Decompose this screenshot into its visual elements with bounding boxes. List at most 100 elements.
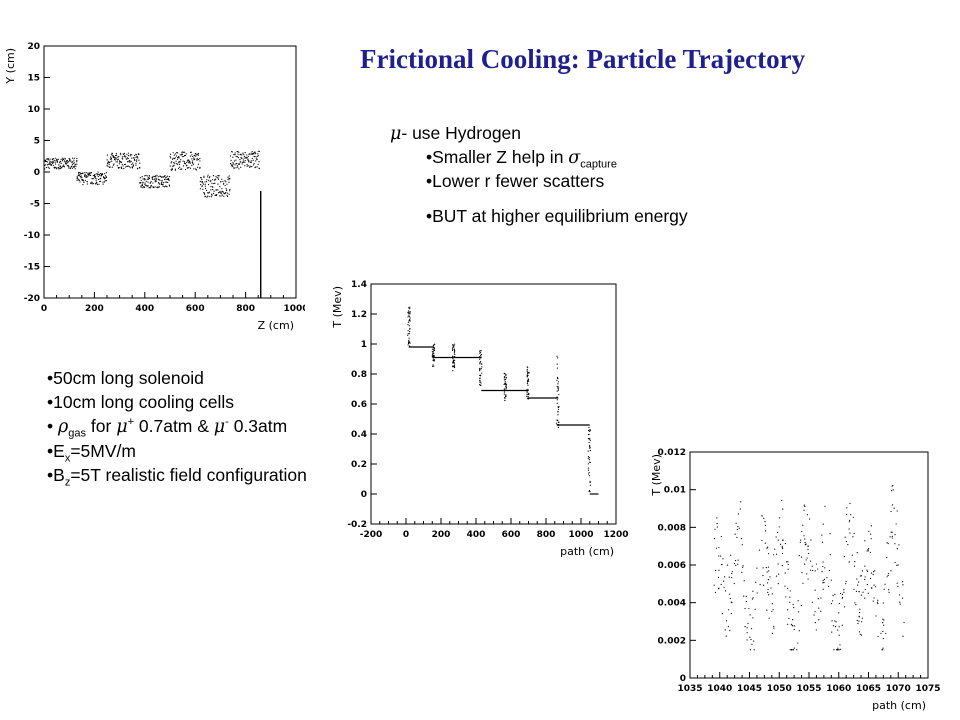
zoom-energy-point bbox=[834, 620, 836, 622]
trajectory-point bbox=[171, 167, 173, 169]
energy-point bbox=[503, 379, 505, 381]
trajectory-point bbox=[60, 162, 62, 165]
trajectory-point bbox=[99, 177, 102, 179]
trajectory-point bbox=[226, 194, 228, 197]
trajectory-point bbox=[65, 163, 67, 165]
trajectory-point bbox=[97, 173, 99, 176]
trajectory-point bbox=[144, 182, 146, 184]
trajectory-point bbox=[116, 161, 119, 163]
zoom-energy-point bbox=[853, 565, 856, 567]
trajectory-point bbox=[225, 192, 227, 194]
trajectory-point bbox=[208, 183, 210, 186]
energy-point bbox=[528, 372, 530, 374]
energy-point bbox=[526, 395, 528, 397]
x-tick-label: 1200 bbox=[603, 530, 628, 540]
plus-superscript: + bbox=[127, 416, 135, 429]
trajectory-point bbox=[176, 152, 179, 154]
trajectory-point bbox=[214, 182, 216, 184]
trajectory-point bbox=[156, 174, 158, 176]
zoom-energy-point bbox=[804, 563, 806, 565]
trajectory-point bbox=[54, 161, 56, 163]
energy-point bbox=[481, 366, 483, 368]
zoom-energy-point bbox=[766, 571, 768, 573]
zoom-energy-point bbox=[902, 635, 904, 637]
trajectory-point bbox=[64, 161, 66, 163]
trajectory-point bbox=[95, 181, 97, 183]
trajectory-point bbox=[208, 179, 210, 182]
trajectory-point bbox=[50, 164, 53, 166]
zoom-energy-point bbox=[721, 564, 723, 566]
trajectory-point bbox=[75, 165, 77, 167]
trajectory-point bbox=[229, 155, 232, 157]
zoom-energy-point bbox=[718, 569, 720, 571]
trajectory-point bbox=[184, 151, 186, 153]
energy-point bbox=[480, 374, 482, 376]
energy-point bbox=[505, 388, 507, 390]
trajectory-point bbox=[68, 167, 70, 169]
trajectory-point bbox=[147, 177, 149, 179]
zoom-energy-point bbox=[859, 575, 862, 577]
trajectory-point bbox=[159, 179, 161, 181]
zoom-energy-point bbox=[719, 555, 722, 557]
energy-point bbox=[452, 360, 454, 362]
trajectory-point bbox=[247, 165, 249, 167]
x-tick-label: 1040 bbox=[707, 684, 732, 694]
trajectory-point bbox=[220, 181, 222, 183]
energy-point bbox=[409, 317, 411, 319]
trajectory-point bbox=[250, 160, 252, 162]
zoom-energy-point bbox=[734, 533, 736, 535]
trajectory-point bbox=[49, 164, 51, 166]
energy-point bbox=[408, 315, 410, 318]
zoom-energy-point bbox=[781, 545, 783, 547]
trajectory-point bbox=[161, 179, 163, 182]
trajectory-point bbox=[118, 155, 120, 158]
zoom-energy-point bbox=[775, 575, 778, 577]
zoom-energy-point bbox=[770, 587, 772, 589]
trajectory-point bbox=[249, 166, 251, 169]
trajectory-point bbox=[58, 164, 60, 166]
energy-point bbox=[557, 406, 559, 408]
trajectory-point bbox=[257, 163, 259, 165]
trajectory-point bbox=[106, 164, 108, 167]
zoom-energy-point bbox=[812, 569, 814, 572]
trajectory-point bbox=[105, 172, 108, 174]
trajectory-point bbox=[145, 185, 147, 187]
trajectory-point bbox=[115, 157, 117, 159]
trajectory-point bbox=[81, 176, 83, 178]
energy-point bbox=[433, 349, 436, 351]
zoom-energy-point bbox=[826, 577, 828, 579]
trajectory-point bbox=[46, 158, 48, 160]
energy-point bbox=[479, 363, 481, 365]
trajectory-point bbox=[127, 155, 130, 157]
trajectory-point bbox=[202, 182, 204, 184]
trajectory-point bbox=[243, 155, 245, 157]
trajectory-point bbox=[222, 180, 224, 182]
trajectory-point bbox=[85, 171, 87, 174]
zoom-energy-point bbox=[872, 600, 874, 602]
zoom-energy-point bbox=[718, 555, 720, 557]
trajectory-point bbox=[227, 179, 229, 181]
trajectory-point bbox=[237, 153, 239, 155]
trajectory-point bbox=[210, 196, 213, 198]
trajectory-point bbox=[241, 154, 243, 156]
energy-point bbox=[452, 365, 455, 368]
trajectory-point bbox=[44, 168, 46, 170]
trajectory-point bbox=[59, 162, 61, 164]
trajectory-point bbox=[176, 163, 179, 165]
zoom-energy-point bbox=[781, 552, 784, 555]
zoom-energy-point bbox=[739, 508, 741, 510]
energy-point bbox=[556, 396, 558, 398]
y-axis-label: Y (cm) bbox=[4, 48, 17, 85]
trajectory-point bbox=[45, 166, 48, 169]
trajectory-point bbox=[183, 161, 186, 163]
zoom-energy-point bbox=[771, 603, 773, 605]
trajectory-point bbox=[247, 159, 249, 161]
zoom-energy-point bbox=[746, 627, 748, 629]
energy-point bbox=[557, 387, 559, 389]
y-tick-label: 15 bbox=[27, 74, 40, 84]
energy-point bbox=[479, 361, 481, 364]
zoom-energy-point bbox=[768, 617, 770, 619]
trajectory-point bbox=[187, 167, 189, 169]
trajectory-point bbox=[149, 187, 151, 189]
zoom-energy-point bbox=[828, 569, 831, 572]
